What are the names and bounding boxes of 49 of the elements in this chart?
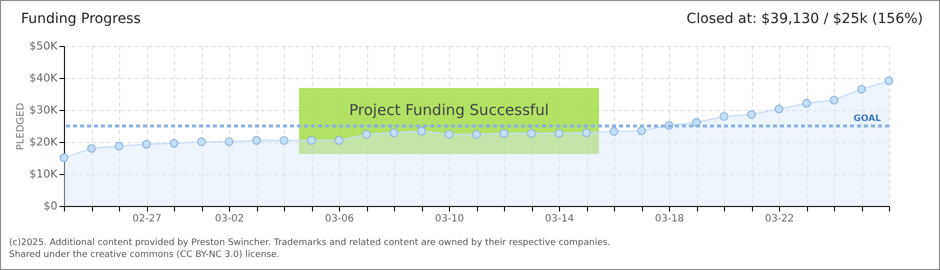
x-tick-label: 03-22 [764, 214, 794, 224]
y-tick-label: $40K [29, 72, 58, 84]
point [802, 98, 811, 108]
point [857, 84, 866, 94]
point [114, 142, 124, 151]
x-tick-label: 02-27 [132, 214, 162, 224]
point [87, 144, 96, 153]
point [390, 128, 398, 138]
point [334, 136, 344, 145]
annotation: Project Funding Successful [349, 101, 549, 119]
point [170, 138, 178, 148]
point [472, 130, 481, 139]
x-tick-label: 03-14 [544, 214, 574, 224]
point [362, 130, 371, 139]
y-tick-label: $30K [29, 104, 58, 116]
point [444, 130, 454, 139]
text: (c)2025. Additional content provided by Preston Swincher. Trademarks and related content are owned by their respective companies. [9, 237, 610, 249]
point [500, 128, 508, 138]
text: Shared under the creative commons (CC BY-NC 3.0) license. [9, 249, 281, 261]
point [637, 126, 646, 136]
point [774, 104, 784, 114]
point [280, 136, 288, 145]
point [830, 96, 838, 104]
x-tick-label: 03-10 [434, 214, 464, 224]
point [307, 136, 316, 145]
y-tick-label: $20K [29, 136, 58, 148]
point [527, 128, 536, 138]
point [554, 128, 564, 138]
point [884, 76, 894, 86]
point [582, 128, 591, 138]
point [224, 137, 234, 146]
y-tick-label: $10K [29, 168, 58, 180]
ref-line-label: GOAL [854, 114, 882, 124]
x-tick-label: 03-18 [654, 214, 684, 224]
point [197, 137, 206, 146]
point [747, 110, 756, 119]
y-axis-title: PLEDGED [15, 102, 26, 150]
text: Closed at: $39,130 / $25k (156%) [686, 11, 923, 27]
point [142, 140, 151, 149]
point [610, 127, 618, 136]
chart-title: Funding Progress [21, 11, 141, 27]
y-tick-label: $50K [29, 40, 58, 52]
point [417, 126, 426, 136]
x-tick-label: 03-06 [324, 214, 354, 224]
point [60, 153, 68, 162]
y-tick-label: $0 [44, 200, 58, 212]
x-tick-label: 03-02 [214, 214, 244, 224]
point [252, 136, 261, 145]
point [720, 112, 728, 121]
